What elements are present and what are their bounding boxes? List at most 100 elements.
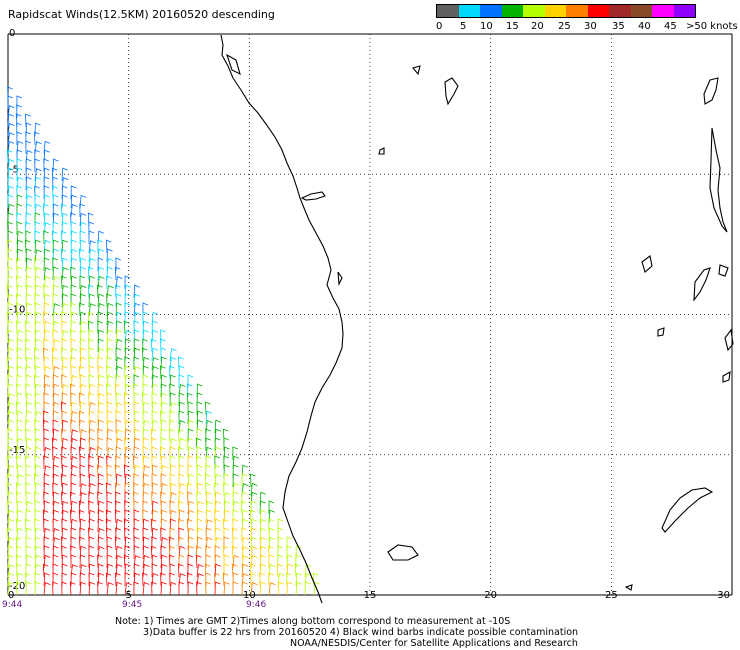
wind-barb — [115, 392, 122, 407]
wind-barb — [97, 546, 105, 560]
wind-barb — [43, 455, 49, 470]
wind-barb — [34, 257, 40, 272]
wind-barb — [268, 536, 276, 551]
wind-barb — [151, 410, 158, 425]
wind-barb — [61, 518, 68, 533]
wind-barb — [52, 266, 59, 281]
wind-barb — [7, 446, 14, 461]
wind-barb — [7, 95, 13, 110]
wind-barb — [16, 239, 24, 254]
wind-barb — [25, 185, 33, 200]
wind-barb — [88, 383, 96, 398]
wind-barb — [214, 509, 220, 524]
wind-barb — [43, 383, 51, 398]
wind-barb — [223, 563, 230, 577]
wind-barb — [142, 491, 149, 506]
wind-barb — [43, 338, 49, 353]
wind-barb — [115, 347, 122, 362]
wind-barb — [7, 132, 15, 146]
wind-barb — [88, 374, 95, 389]
wind-barb — [232, 554, 240, 569]
wind-barb — [141, 392, 148, 407]
wind-barb — [214, 581, 221, 596]
wind-barb — [97, 311, 104, 325]
wind-barb — [70, 248, 78, 263]
wind-barb — [34, 203, 42, 218]
wind-barb — [52, 176, 58, 191]
wind-barb — [97, 419, 104, 434]
wind-barb — [222, 572, 229, 587]
wind-barb — [97, 257, 104, 272]
wind-barb — [88, 500, 94, 515]
wind-barb — [115, 419, 122, 434]
wind-barb — [52, 383, 60, 398]
wind-barb — [60, 473, 67, 488]
wind-barb — [250, 536, 257, 551]
wind-barb — [43, 203, 49, 218]
wind-barb — [106, 473, 113, 488]
wind-barb — [34, 392, 41, 407]
wind-barb — [78, 509, 85, 524]
wind-barb — [232, 473, 239, 488]
wind-barb — [79, 527, 85, 542]
wind-barb — [7, 302, 14, 317]
wind-barb — [259, 527, 266, 542]
wind-barb — [34, 168, 42, 182]
wind-barb — [79, 356, 87, 371]
wind-barb — [169, 348, 177, 362]
wind-barb — [34, 455, 41, 469]
wind-barb — [61, 374, 67, 389]
wind-barb — [79, 473, 86, 488]
wind-barb — [232, 536, 238, 551]
wind-barb — [151, 374, 159, 389]
wind-barb — [151, 392, 158, 407]
small-lake-2 — [378, 147, 385, 155]
wind-barb — [232, 446, 238, 461]
wind-barb — [79, 518, 86, 533]
wind-barb — [195, 455, 202, 470]
wind-barb — [250, 563, 256, 578]
wind-barb — [61, 500, 69, 515]
wind-barb — [142, 555, 150, 569]
wind-barb — [178, 384, 186, 398]
wind-barb — [52, 303, 60, 317]
wind-barb — [78, 392, 85, 407]
wind-barb — [7, 464, 15, 479]
wind-barb — [7, 347, 14, 362]
wind-barb — [43, 194, 50, 209]
wind-barb — [25, 140, 31, 155]
wind-barb — [106, 347, 114, 362]
wind-barb — [178, 420, 186, 434]
wind-barb — [223, 446, 230, 461]
wind-barb — [79, 311, 87, 326]
wind-barb — [115, 365, 123, 380]
wind-barb — [70, 564, 78, 578]
wind-barb — [241, 491, 248, 506]
wind-barb — [52, 221, 59, 236]
wind-barb — [25, 302, 33, 317]
wind-barb — [16, 392, 23, 407]
wind-barb — [97, 410, 104, 425]
wind-barb — [106, 365, 112, 380]
wind-barb — [151, 383, 159, 398]
wind-barb — [205, 572, 211, 587]
wind-barb — [141, 347, 148, 362]
wind-barb — [16, 212, 22, 227]
wind-barb — [6, 527, 13, 542]
wind-barb — [34, 464, 41, 479]
wind-barb — [43, 545, 50, 560]
wind-barb — [115, 356, 123, 371]
wind-barb — [16, 356, 23, 371]
wind-barb — [142, 563, 150, 578]
wind-barb — [61, 410, 68, 425]
wind-barb — [61, 491, 67, 506]
wind-barb — [34, 411, 42, 425]
wind-barb — [115, 555, 123, 569]
wind-barb — [78, 248, 85, 263]
wind-barb — [250, 572, 256, 587]
wind-barb — [159, 446, 166, 461]
wind-barb — [51, 230, 58, 245]
wind-barb — [24, 320, 31, 335]
wind-barb — [88, 230, 95, 244]
wind-barb — [142, 455, 149, 470]
